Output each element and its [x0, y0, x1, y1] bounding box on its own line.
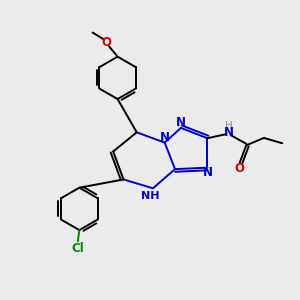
- Text: O: O: [101, 36, 111, 49]
- Text: H: H: [225, 121, 232, 131]
- Text: N: N: [176, 116, 186, 129]
- Text: Cl: Cl: [71, 242, 84, 255]
- Text: N: N: [202, 167, 212, 179]
- Text: NH: NH: [141, 190, 159, 201]
- Text: N: N: [224, 126, 234, 140]
- Text: O: O: [235, 162, 245, 175]
- Text: N: N: [160, 131, 170, 144]
